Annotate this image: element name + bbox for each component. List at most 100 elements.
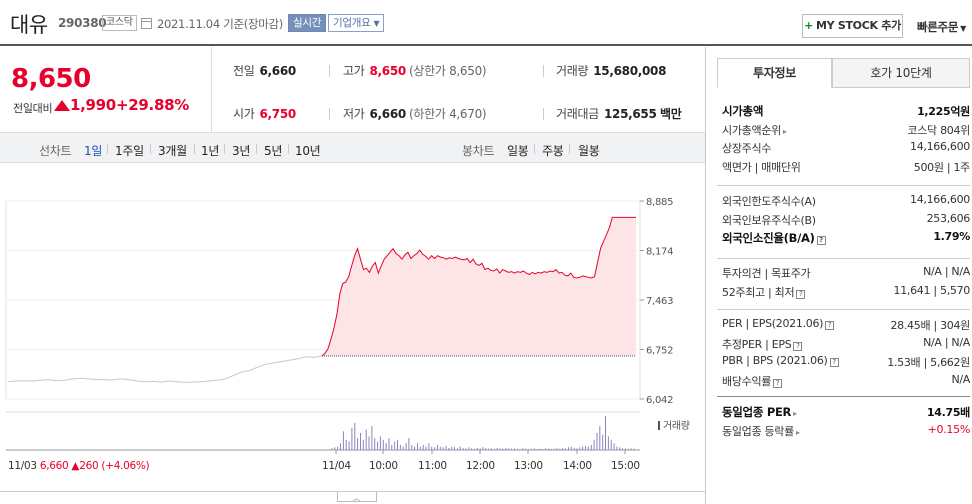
info-row: 외국인한도주식수(A) 14,166,600 xyxy=(722,193,970,211)
base-date: 2021.11.04 기준(장마감) xyxy=(157,17,283,31)
today-area xyxy=(322,217,636,356)
prev-day-line xyxy=(7,355,323,383)
caret-right-icon: ▸ xyxy=(795,427,800,437)
quick-order-dropdown[interactable]: 빠른주문 ▼ xyxy=(917,20,966,34)
stat-volume: 거래량 15,680,008 xyxy=(556,64,667,78)
divider xyxy=(288,144,289,154)
divider xyxy=(150,144,151,154)
divider xyxy=(717,309,970,310)
info-value: 500원 | 1주 xyxy=(913,160,971,174)
price-chart: 8,885 8,174 7,463 6,752 6,042 xyxy=(5,197,673,454)
divider xyxy=(0,491,705,492)
up-arrow-icon xyxy=(54,100,70,111)
info-row: PER | EPS(2021.06)? 28.45배 | 304원 xyxy=(722,317,970,335)
diff-label: 전일대비 xyxy=(13,102,53,115)
x-tick-label: 11:00 xyxy=(418,460,447,472)
tab-daily-candle[interactable]: 일봉 xyxy=(507,144,529,158)
help-icon[interactable]: ? xyxy=(825,321,835,330)
info-row: PBR | BPS (2021.06)? 1.53배 | 5,662원 xyxy=(722,354,970,372)
y-tick-label: 8,885 xyxy=(646,197,673,208)
info-row: 배당수익률? N/A xyxy=(722,373,970,391)
caret-right-icon: ▸ xyxy=(793,409,797,418)
chevron-down-icon: ▼ xyxy=(960,24,966,33)
prev-day-summary: 11/03 6,660 ▲260 (+4.06%) xyxy=(8,460,150,472)
info-value: 14.75배 xyxy=(926,406,970,419)
divider xyxy=(717,185,970,186)
tab-1day[interactable]: 1일 xyxy=(84,144,103,158)
mystock-add-button[interactable]: + MY STOCK 추가 xyxy=(802,14,903,38)
volume-bars xyxy=(6,411,640,451)
diff-value: 1,990 xyxy=(70,96,116,114)
tab-3month[interactable]: 3개월 xyxy=(158,144,187,158)
x-tick-label: 15:00 xyxy=(611,460,640,472)
info-value: 14,166,600 xyxy=(910,193,970,206)
current-price: 8,650 xyxy=(11,64,91,94)
y-tick-label: 6,752 xyxy=(646,346,673,357)
info-row: 시가총액순위 ▸ 코스닥 804위 xyxy=(722,122,970,140)
info-label: 시가총액 xyxy=(722,104,764,118)
info-row: 액면가 | 매매단위 500원 | 1주 xyxy=(722,159,970,177)
info-value: N/A xyxy=(951,372,970,386)
info-value: 1.79% xyxy=(933,230,970,243)
tab-5year[interactable]: 5년 xyxy=(264,144,283,158)
info-row: 외국인보유주식수(B) 253,606 xyxy=(722,212,970,230)
info-value: 코스닥 804위 xyxy=(907,123,970,137)
info-row: 동일업종 등락률 ▸ +0.15% xyxy=(722,423,970,441)
tab-3year[interactable]: 3년 xyxy=(232,144,251,158)
divider xyxy=(717,396,970,397)
info-label: 배당수익률? xyxy=(722,373,783,389)
info-label: 외국인소진율(B/A)? xyxy=(722,230,826,246)
info-value: 1.53배 | 5,662원 xyxy=(887,356,970,369)
tab-hoga[interactable]: 호가 10단계 xyxy=(832,58,970,88)
chevron-down-icon: ▼ xyxy=(373,19,380,28)
tab-weekly-candle[interactable]: 주봉 xyxy=(542,144,564,158)
info-label: 외국인보유주식수(B) xyxy=(722,213,816,227)
info-value: 14,166,600 xyxy=(910,140,970,153)
divider xyxy=(543,65,544,77)
divider xyxy=(569,144,570,154)
info-row: 외국인소진율(B/A)? 1.79% xyxy=(722,230,970,248)
diff-percent: +29.88% xyxy=(116,96,189,114)
info-label: 추정PER | EPS? xyxy=(722,336,803,352)
info-label: PER | EPS(2021.06)? xyxy=(722,317,835,330)
tab-10year[interactable]: 10년 xyxy=(295,144,321,158)
info-label[interactable]: 시가총액순위 ▸ xyxy=(722,123,787,137)
help-icon[interactable]: ? xyxy=(793,341,803,351)
price-summary: 8,650 전일대비 1,990 +29.88% xyxy=(0,47,212,132)
divider xyxy=(717,258,970,259)
help-icon[interactable]: ? xyxy=(816,236,826,245)
line-chart-label: 선차트 xyxy=(39,144,72,158)
info-label[interactable]: 동일업종 PER ▸ xyxy=(722,405,797,419)
x-tick-label: 12:00 xyxy=(466,460,495,472)
divider xyxy=(256,144,257,154)
info-value: 1,225억원 xyxy=(917,105,970,118)
expand-chart-button[interactable]: ︿ xyxy=(337,492,377,502)
stock-name: 대유 xyxy=(10,13,48,37)
info-row: 추정PER | EPS? N/A | N/A xyxy=(722,336,970,354)
stat-prev: 전일 6,660 xyxy=(233,64,296,78)
divider xyxy=(107,144,108,154)
divider xyxy=(534,144,535,154)
divider xyxy=(329,65,330,77)
info-label: 투자의견 | 목표주가 xyxy=(722,267,811,280)
tab-1week[interactable]: 1주일 xyxy=(115,144,144,158)
help-icon[interactable]: ? xyxy=(796,289,806,299)
today-line xyxy=(321,216,636,357)
chevron-up-icon: ︿ xyxy=(353,494,360,502)
help-icon[interactable]: ? xyxy=(829,358,839,367)
x-tick-label: 14:00 xyxy=(563,460,592,472)
info-row: 상장주식수 14,166,600 xyxy=(722,140,970,158)
y-axis: 8,885 8,174 7,463 6,752 6,042 xyxy=(640,197,673,406)
tab-1year[interactable]: 1년 xyxy=(201,144,220,158)
realtime-button[interactable]: 실시간 xyxy=(288,14,327,32)
info-label[interactable]: 동일업종 등락률 ▸ xyxy=(722,424,800,438)
divider xyxy=(329,108,330,120)
tab-invest-info[interactable]: 투자정보 xyxy=(717,58,832,88)
company-overview-dropdown[interactable]: 기업개요 ▼ xyxy=(328,14,385,32)
info-label: 외국인한도주식수(A) xyxy=(722,195,816,208)
info-value: +0.15% xyxy=(927,422,971,436)
tab-monthly-candle[interactable]: 월봉 xyxy=(578,144,600,158)
divider xyxy=(224,144,225,154)
x-tick-label: 11/04 xyxy=(322,460,351,472)
help-icon[interactable]: ? xyxy=(773,378,783,388)
